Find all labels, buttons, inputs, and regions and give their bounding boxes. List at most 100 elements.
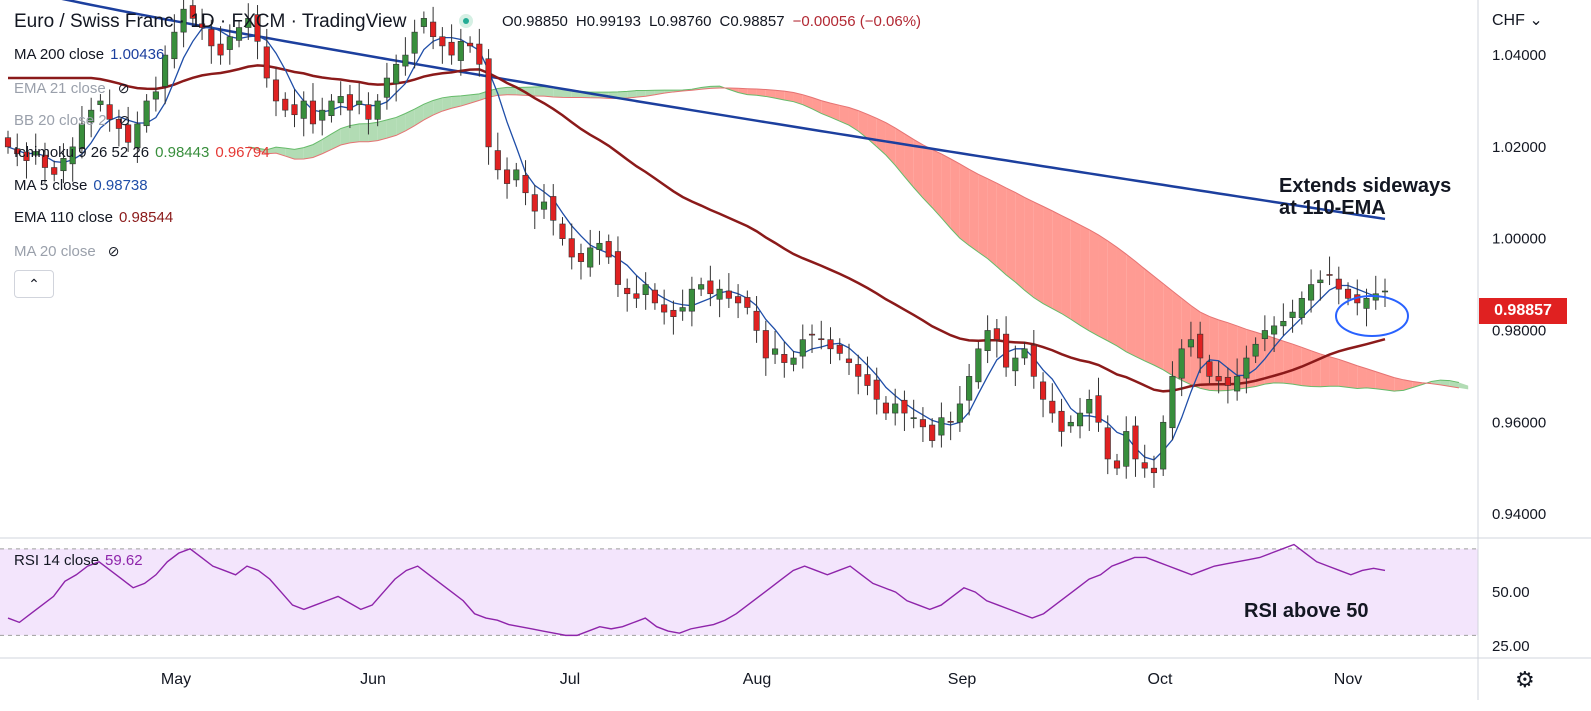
symbol-title[interactable]: Euro / Swiss Franc · 1D · FXCM · Trading… — [14, 11, 407, 32]
cloud-segment — [784, 91, 794, 102]
cloud-segment — [627, 90, 637, 98]
candle-bull — [1012, 357, 1019, 372]
candle-bear — [1141, 462, 1148, 469]
cloud-segment — [654, 90, 665, 95]
candle-bull — [1363, 298, 1370, 309]
candle-bear — [217, 43, 224, 56]
candle-bear — [254, 14, 261, 42]
time-tick-label: Aug — [743, 671, 771, 688]
candle-bull — [1317, 279, 1324, 284]
candle-bull — [32, 151, 39, 156]
cloud-segment — [959, 163, 970, 246]
ohlc-readout: O0.98850 H0.99193 L0.98760 C0.98857 −0.00056… — [502, 13, 929, 30]
cloud-segment — [414, 104, 424, 126]
legend-ma200[interactable]: MA 200 close 1.00436 — [14, 46, 164, 64]
candle-bull — [245, 18, 252, 28]
cloud-segment — [913, 139, 923, 198]
candle-bull — [1086, 399, 1093, 414]
candle-bull — [513, 169, 520, 181]
candle-bear — [346, 94, 353, 111]
candle-bear — [1003, 333, 1010, 368]
price-tick-label: 1.04000 — [1492, 47, 1546, 64]
cloud-segment — [1190, 305, 1201, 389]
currency-selector[interactable]: CHF ⌄ — [1492, 12, 1543, 29]
candle-bull — [771, 348, 779, 355]
candle-bear — [781, 354, 788, 363]
cloud-segment — [405, 109, 415, 131]
cloud-segment — [433, 97, 443, 116]
legend-ma20[interactable]: MA 20 close ⊘ — [14, 242, 119, 261]
open-value: O0.98850 — [502, 13, 568, 30]
ema110-line — [8, 64, 1386, 393]
cloud-segment — [978, 174, 988, 259]
rsi-band — [0, 548, 1478, 636]
legend-value: 0.98544 — [118, 209, 174, 226]
legend-ema110[interactable]: EMA 110 close 0.98544 — [14, 209, 173, 227]
candle-bear — [744, 297, 751, 308]
price-tick-label: 0.94000 — [1492, 506, 1546, 523]
legend-ichimoku[interactable]: Ichimoku 9 26 52 26 0.98443 0.96794 — [14, 144, 270, 162]
candle-bear — [614, 251, 622, 285]
candle-bear — [947, 421, 954, 423]
cloud-segment — [1375, 371, 1385, 390]
cloud-segment — [876, 118, 886, 156]
candle-bear — [503, 169, 511, 184]
legend-bb20[interactable]: BB 20 close 2 ⊘ — [14, 111, 130, 130]
candle-bull — [1234, 376, 1241, 392]
cloud-segment — [839, 105, 849, 126]
candle-bear — [1150, 467, 1158, 474]
candle-bear — [365, 104, 372, 120]
price-tick-label: 1.02000 — [1492, 139, 1546, 156]
candle-bull — [69, 146, 76, 165]
cloud-segment — [617, 91, 628, 99]
candle-bear — [1197, 333, 1204, 359]
cloud-segment — [331, 128, 341, 150]
rsi-line — [7, 543, 1386, 637]
cloud-segment — [636, 90, 646, 98]
legend-ema21[interactable]: EMA 21 close ⊘ — [14, 79, 129, 98]
cloud-segment — [1283, 341, 1293, 385]
hidden-eye-icon[interactable]: ⊘ — [118, 112, 131, 128]
candle-bear — [106, 104, 113, 120]
candle-bull — [698, 284, 705, 290]
candle-bull — [975, 348, 982, 383]
candle-bear — [439, 36, 446, 47]
market-status-icon[interactable] — [459, 14, 473, 28]
cloud-segment — [534, 86, 545, 97]
hidden-eye-icon[interactable]: ⊘ — [117, 80, 130, 96]
candle-bear — [1049, 400, 1056, 414]
settings-gear-icon[interactable]: ⚙ — [1515, 667, 1535, 692]
candle-bear — [1215, 376, 1222, 382]
legend-rsi[interactable]: RSI 14 close 59.62 — [14, 552, 143, 570]
candle-bull — [1169, 376, 1176, 429]
cloud-segment — [1015, 192, 1025, 291]
candle-bear — [51, 167, 58, 175]
annotation-sideways[interactable]: Extends sideways at 110-EMA — [1279, 175, 1451, 219]
candle-bull — [1298, 298, 1305, 318]
candles — [4, 0, 1389, 488]
candle-bear — [1113, 460, 1121, 469]
candle-bear — [633, 293, 640, 299]
cloud-segment — [922, 144, 933, 208]
cloud-segment — [885, 122, 896, 166]
candle-bear — [550, 196, 557, 221]
annotation-line: at 110-EMA — [1279, 197, 1386, 219]
candle-bull — [956, 403, 963, 423]
candle-bull — [328, 100, 335, 116]
hidden-eye-icon[interactable]: ⊘ — [107, 243, 120, 259]
cloud-segment — [941, 153, 951, 229]
candle-bear — [309, 100, 317, 125]
cloud-segment — [830, 103, 840, 122]
legend-ma5[interactable]: MA 5 close 0.98738 — [14, 177, 148, 195]
annotation-rsi[interactable]: RSI above 50 — [1244, 600, 1369, 622]
cloud-segment — [1348, 362, 1358, 389]
time-tick-label: Nov — [1334, 671, 1362, 688]
collapse-legend-button[interactable]: ⌃ — [14, 270, 54, 298]
time-tick-label: May — [161, 671, 191, 688]
candle-bear — [23, 151, 30, 161]
candle-bull — [688, 288, 695, 312]
candle-bull — [1160, 421, 1167, 470]
cloud-segment — [1126, 254, 1136, 357]
chevron-up-icon: ⌃ — [28, 276, 40, 292]
